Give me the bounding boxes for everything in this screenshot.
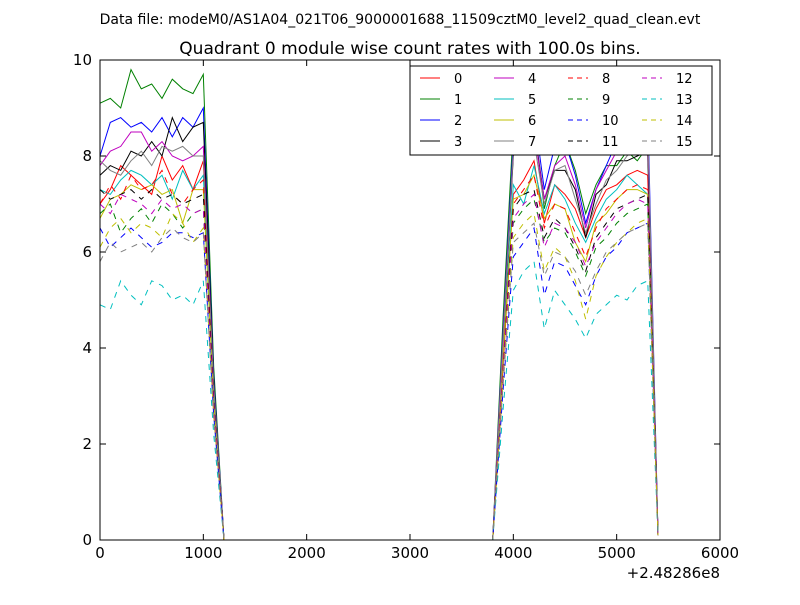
series-line-4 bbox=[99, 126, 659, 541]
legend-label-14: 14 bbox=[676, 114, 693, 129]
y-tick-label: 10 bbox=[73, 51, 92, 69]
series-line-7 bbox=[99, 122, 659, 541]
y-tick-label: 4 bbox=[82, 339, 92, 357]
legend-label-9: 9 bbox=[602, 93, 610, 108]
legend-label-6: 6 bbox=[528, 114, 536, 129]
x-tick-label: 6000 bbox=[701, 544, 739, 562]
x-tick-label: 4000 bbox=[494, 544, 532, 562]
series-line-0 bbox=[99, 154, 659, 541]
x-offset-label: +2.48286e8 bbox=[627, 564, 720, 582]
legend-label-3: 3 bbox=[454, 135, 462, 150]
legend-label-0: 0 bbox=[454, 72, 462, 87]
series-line-5 bbox=[99, 165, 659, 541]
series-line-14 bbox=[99, 212, 659, 541]
legend-label-4: 4 bbox=[528, 72, 536, 87]
legend-label-10: 10 bbox=[602, 114, 619, 129]
x-tick-label: 0 bbox=[95, 544, 105, 562]
legend-label-13: 13 bbox=[676, 93, 693, 108]
series-line-11 bbox=[99, 188, 659, 541]
series-line-9 bbox=[99, 198, 659, 541]
x-tick-label: 2000 bbox=[288, 544, 326, 562]
x-tick-label: 1000 bbox=[184, 544, 222, 562]
chart-suptitle: Data file: modeM0/AS1A04_021T06_90000016… bbox=[100, 12, 701, 28]
series-line-12 bbox=[99, 193, 659, 541]
x-tick-label: 3000 bbox=[391, 544, 429, 562]
legend-label-8: 8 bbox=[602, 72, 610, 87]
series-line-13 bbox=[99, 260, 659, 541]
legend-box bbox=[409, 65, 713, 156]
y-tick-label: 6 bbox=[82, 243, 92, 261]
legend-label-11: 11 bbox=[602, 135, 619, 150]
series-line-15 bbox=[99, 222, 659, 541]
x-tick-label: 5000 bbox=[598, 544, 636, 562]
legend-label-12: 12 bbox=[676, 72, 693, 87]
legend-label-5: 5 bbox=[528, 93, 536, 108]
series-line-10 bbox=[99, 222, 659, 541]
legend-label-1: 1 bbox=[454, 93, 462, 108]
chart-title: Quadrant 0 module wise count rates with … bbox=[179, 39, 640, 59]
y-tick-label: 2 bbox=[82, 435, 92, 453]
legend-label-7: 7 bbox=[528, 135, 536, 150]
y-tick-label: 8 bbox=[82, 147, 92, 165]
legend-label-2: 2 bbox=[454, 114, 462, 129]
legend-label-15: 15 bbox=[676, 135, 693, 150]
y-tick-label: 0 bbox=[82, 531, 92, 549]
